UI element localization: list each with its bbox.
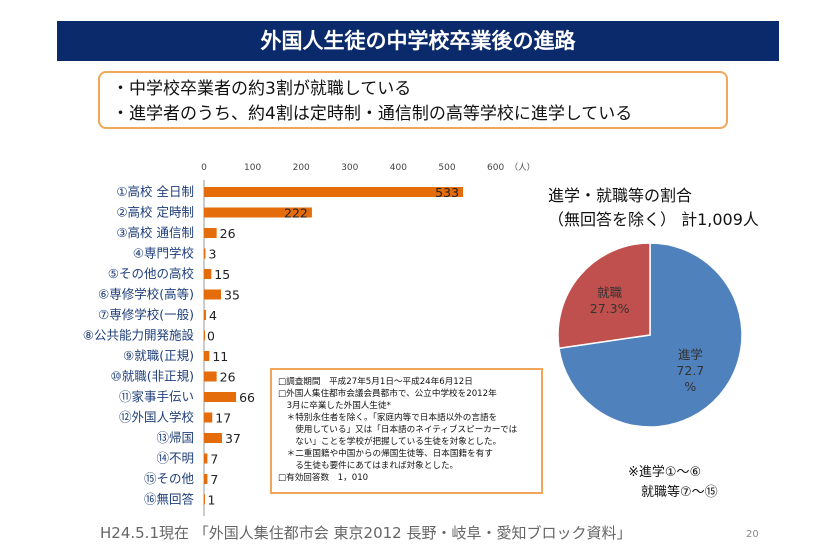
value-label: 0 bbox=[207, 329, 215, 344]
slide-title: 外国人生徒の中学校卒業後の進路 bbox=[57, 21, 779, 61]
pie-slice-label: 27.3% bbox=[590, 301, 630, 316]
x-tick-label: 0 bbox=[201, 163, 207, 173]
category-label: ⑩就職(非正規) bbox=[111, 369, 194, 384]
value-label: 4 bbox=[209, 308, 217, 323]
value-label: 26 bbox=[220, 370, 236, 385]
pie-slice-label: 進学 bbox=[678, 347, 703, 362]
survey-notes-box: □調査期間 平成27年5月1日～平成24年6月12日 □外国人集住都市会議会員都… bbox=[270, 368, 543, 494]
category-label: ⑧公共能力開発施設 bbox=[83, 328, 195, 343]
bar bbox=[204, 412, 213, 423]
value-label: 15 bbox=[214, 267, 230, 282]
category-label: ⑪家事手伝い bbox=[119, 389, 194, 404]
bar bbox=[204, 228, 217, 238]
bar bbox=[204, 289, 222, 300]
note-line: 使用している」又は「日本語のネイティブスピーカーでは bbox=[278, 425, 518, 435]
x-tick-label: 300 bbox=[341, 163, 358, 173]
x-tick-label: 500 bbox=[438, 163, 455, 173]
bar bbox=[204, 207, 312, 218]
footnote-line-2: 就職等⑦～⑮ bbox=[628, 485, 718, 500]
value-label: 1 bbox=[207, 493, 215, 508]
bar bbox=[204, 474, 208, 484]
bar bbox=[204, 494, 205, 505]
value-label: 66 bbox=[239, 390, 255, 405]
bar bbox=[204, 392, 237, 402]
footnote-line-1: ※進学①～⑥ bbox=[628, 465, 702, 480]
note-line: □調査期間 平成27年5月1日～平成24年6月12日 bbox=[278, 377, 473, 387]
summary-line-2: ・進学者のうち、約4割は定時制・通信制の高等学校に進学している bbox=[112, 104, 633, 124]
category-label: ③高校 通信制 bbox=[116, 225, 194, 240]
value-label: 37 bbox=[225, 431, 241, 446]
note-line: 3月に卒業した外国人生徒* bbox=[278, 401, 391, 411]
value-label: 17 bbox=[215, 411, 231, 426]
category-label: ⑭不明 bbox=[156, 451, 194, 466]
category-footnote: ※進学①～⑥ 就職等⑦～⑮ bbox=[628, 463, 718, 503]
category-label: ④専門学校 bbox=[133, 246, 195, 261]
bar bbox=[204, 433, 222, 443]
x-tick-label: 200 bbox=[293, 163, 310, 173]
note-line: □外国人集住都市会議会員都市で、公立中学校を2012年 bbox=[278, 389, 497, 399]
pie-slice-label: 72.7 bbox=[676, 363, 704, 378]
summary-line-1: ・中学校卒業者の約3割が就職している bbox=[112, 79, 412, 99]
bar bbox=[204, 269, 212, 279]
category-label: ⑬帰国 bbox=[156, 430, 194, 445]
category-label: ⑫外国人学校 bbox=[119, 410, 195, 425]
value-label: 11 bbox=[212, 349, 228, 364]
bar bbox=[204, 310, 206, 320]
value-label: 222 bbox=[284, 206, 308, 221]
x-unit-label: （人） bbox=[510, 162, 536, 173]
value-label: 7 bbox=[210, 472, 218, 487]
bar bbox=[204, 453, 208, 464]
x-tick-label: 100 bbox=[244, 163, 261, 173]
note-line: ない」ことを学校が把握している生徒を対象とした。 bbox=[278, 437, 502, 447]
pie-title-line-1: 進学・就職等の割合 bbox=[548, 186, 693, 205]
bar bbox=[204, 351, 210, 361]
category-label: ①高校 全日制 bbox=[116, 184, 194, 199]
bar bbox=[204, 330, 205, 341]
note-line: ＊特別永住者を除く。「家庭内等で日本語以外の言語を bbox=[278, 413, 498, 423]
pie-slice-label: 就職 bbox=[597, 285, 623, 300]
value-label: 35 bbox=[224, 288, 240, 303]
category-label: ⑤その他の高校 bbox=[108, 266, 195, 281]
summary-box: ・中学校卒業者の約3割が就職している ・進学者のうち、約4割は定時制・通信制の高… bbox=[98, 71, 728, 129]
category-label: ⑨就職(正規) bbox=[123, 348, 194, 363]
x-tick-label: 600 bbox=[487, 163, 504, 173]
pie-slice bbox=[557, 242, 651, 350]
category-label: ②高校 定時制 bbox=[116, 205, 194, 220]
source-citation: H24.5.1現在 「外国人集住都市会 東京2012 長野・岐阜・愛知ブロック資… bbox=[100, 524, 632, 542]
pie-title: 進学・就職等の割合 （無回答を除く） 計1,009人 bbox=[548, 184, 759, 232]
category-label: ⑮その他 bbox=[144, 471, 195, 486]
bar bbox=[204, 371, 217, 382]
pie-slice-label: % bbox=[684, 379, 696, 394]
value-label: 533 bbox=[435, 185, 459, 200]
value-label: 26 bbox=[220, 226, 236, 241]
bar bbox=[204, 248, 206, 259]
note-line: る生徒も要件にあてはまれば対象とした。 bbox=[278, 461, 459, 471]
value-label: 7 bbox=[210, 452, 218, 467]
note-line: ＊二重国籍や中国からの帰国生徒等、日本国籍を有す bbox=[278, 449, 493, 459]
category-label: ⑦専修学校(一般) bbox=[98, 307, 194, 322]
x-tick-label: 400 bbox=[390, 163, 407, 173]
pie-title-line-2: （無回答を除く） 計1,009人 bbox=[548, 210, 759, 229]
category-label: ⑯無回答 bbox=[144, 492, 195, 507]
bar-chart: 0 100 200 300 400 500 600 （人） ①高校 全日制 533 ②高校 定時制 2… bbox=[83, 162, 536, 516]
note-line: □有効回答数 1，010 bbox=[278, 473, 369, 483]
value-label: 3 bbox=[208, 247, 216, 262]
bar bbox=[204, 187, 464, 197]
page-number: 20 bbox=[746, 529, 759, 540]
category-label: ⑥専修学校(高等) bbox=[98, 287, 194, 302]
